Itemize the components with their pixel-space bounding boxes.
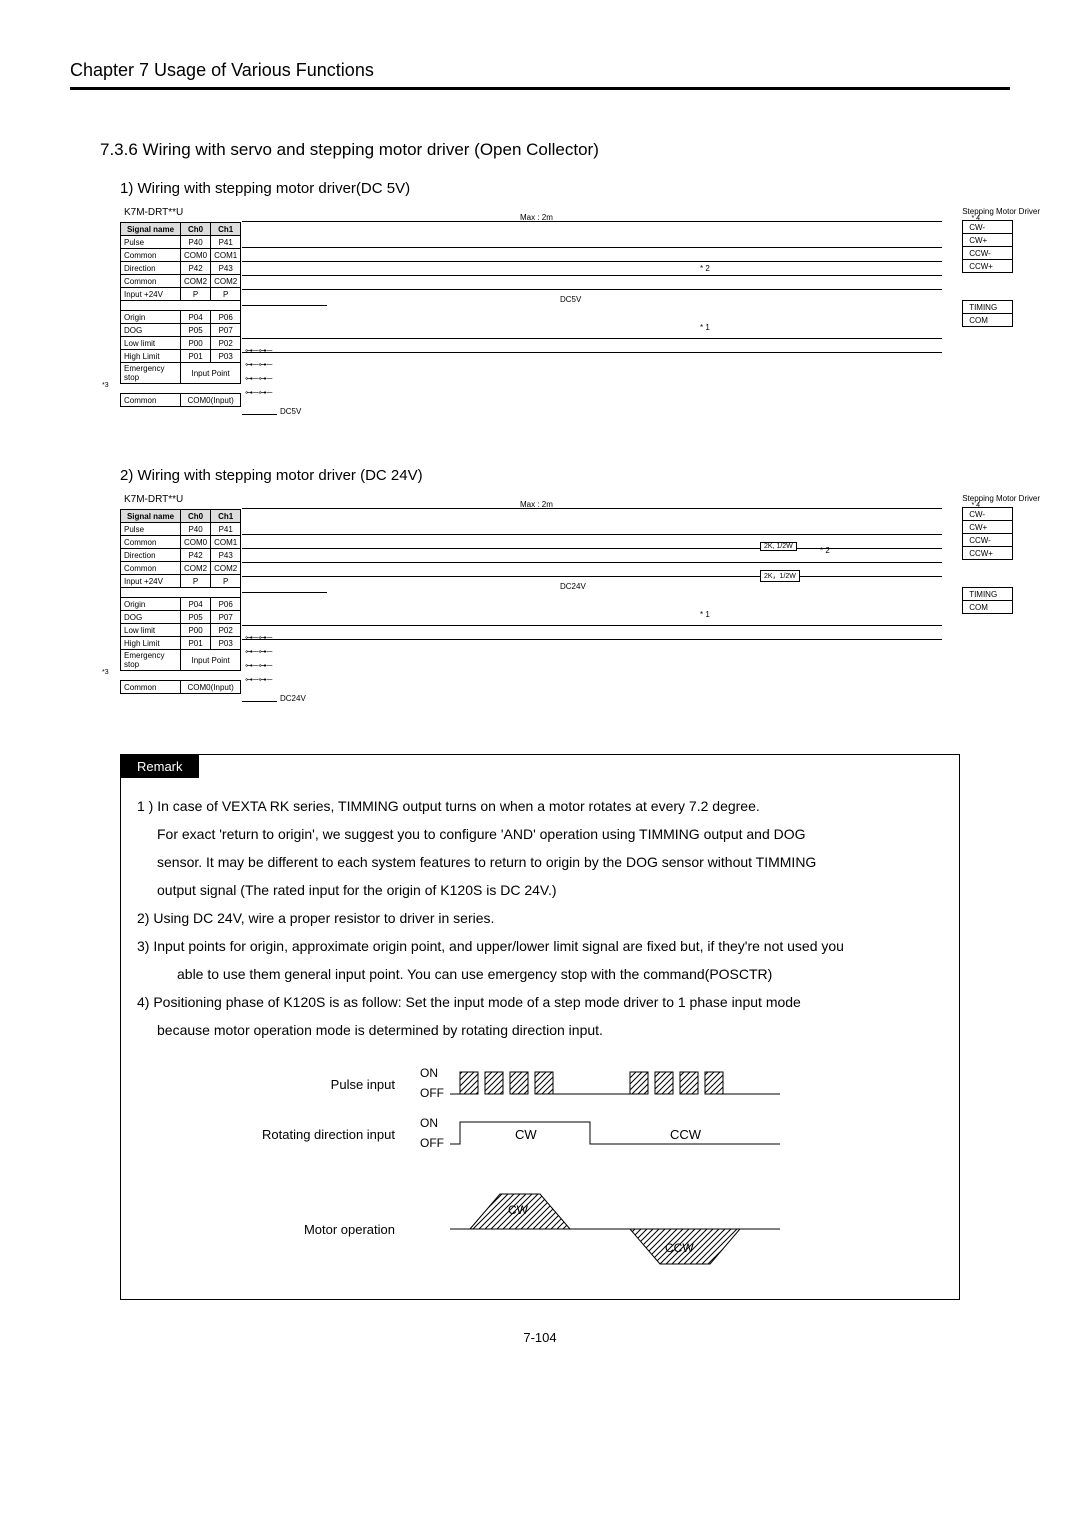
svg-text:CW: CW bbox=[515, 1127, 537, 1142]
dc5v-common: DC5V bbox=[280, 407, 301, 416]
plc-model-label-2: K7M-DRT**U bbox=[120, 494, 1010, 505]
note-2-b: * 2 bbox=[820, 546, 830, 555]
plc-model-label: K7M-DRT**U bbox=[120, 207, 1010, 218]
svg-text:OFF: OFF bbox=[420, 1086, 444, 1100]
driver-table-2: CW- CW+ CCW- CCW+ TIMING COM bbox=[962, 507, 1013, 614]
resistor-1: 2K, 1/2W bbox=[760, 542, 797, 551]
note-star3-2: *3 bbox=[102, 669, 109, 676]
subsection-2: 2) Wiring with stepping motor driver (DC… bbox=[120, 467, 1010, 484]
dc5v-label: DC5V bbox=[560, 295, 581, 304]
driver-title-2: Stepping Motor Driver bbox=[962, 494, 1040, 503]
svg-text:CCW: CCW bbox=[670, 1127, 702, 1142]
svg-text:Rotating direction input: Rotating direction input bbox=[262, 1127, 395, 1142]
wiring-diagram-24v: K7M-DRT**U Max : 2m * 4 Signal nameCh0Ch… bbox=[120, 494, 1010, 724]
driver-table-1: CW- CW+ CCW- CCW+ TIMING COM bbox=[962, 220, 1013, 327]
note-2: * 2 bbox=[700, 264, 710, 273]
svg-text:ON: ON bbox=[420, 1116, 438, 1130]
dc24v-common: DC24V bbox=[280, 694, 306, 703]
resistor-2: 2K，1/2W bbox=[760, 570, 800, 582]
chapter-header: Chapter 7 Usage of Various Functions bbox=[70, 60, 1010, 90]
driver-title: Stepping Motor Driver bbox=[962, 207, 1040, 216]
wiring-diagram-5v: K7M-DRT**U Max : 2m * 4 Signal nameCh0Ch… bbox=[120, 207, 1010, 437]
signal-table-2: Signal nameCh0Ch1 PulseP40P41 CommonCOM0… bbox=[120, 509, 241, 694]
svg-text:Motor operation: Motor operation bbox=[304, 1222, 395, 1237]
page-number: 7-104 bbox=[70, 1330, 1010, 1345]
signal-table-1: Signal nameCh0Ch1 PulseP40P41 CommonCOM0… bbox=[120, 222, 241, 407]
timing-diagram: Pulse input Rotating direction input Mot… bbox=[121, 1064, 959, 1279]
note-1-b: * 1 bbox=[700, 610, 710, 619]
remark-box: Remark 1 ) In case of VEXTA RK series, T… bbox=[120, 754, 960, 1300]
svg-text:CCW: CCW bbox=[665, 1241, 694, 1255]
svg-text:ON: ON bbox=[420, 1066, 438, 1080]
svg-text:CW: CW bbox=[508, 1203, 529, 1217]
subsection-1: 1) Wiring with stepping motor driver(DC … bbox=[120, 180, 1010, 197]
svg-text:Pulse input: Pulse input bbox=[331, 1077, 396, 1092]
note-star3: *3 bbox=[102, 382, 109, 389]
remark-text: 1 ) In case of VEXTA RK series, TIMMING … bbox=[121, 792, 959, 1044]
note-1: * 1 bbox=[700, 323, 710, 332]
section-title: 7.3.6 Wiring with servo and stepping mot… bbox=[100, 140, 1010, 160]
dc24v-label: DC24V bbox=[560, 582, 586, 591]
svg-text:OFF: OFF bbox=[420, 1136, 444, 1150]
remark-title: Remark bbox=[121, 755, 199, 778]
